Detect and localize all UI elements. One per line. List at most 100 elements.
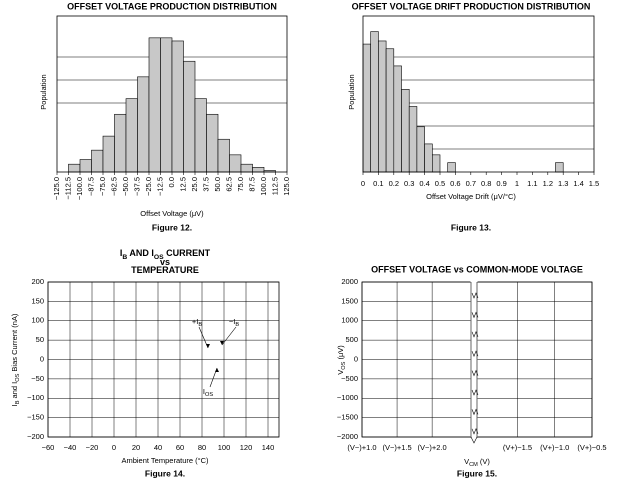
annotation-arrow bbox=[221, 326, 237, 346]
bar bbox=[240, 163, 253, 173]
break-mark bbox=[470, 436, 478, 444]
bar bbox=[385, 48, 395, 173]
bar bbox=[378, 40, 387, 173]
x-tick-label: −125.0 bbox=[52, 177, 61, 200]
chart-title-part: TEMPERATURE bbox=[131, 265, 199, 275]
figure-caption: Figure 12. bbox=[152, 222, 192, 232]
x-tick-label: 1.3 bbox=[558, 179, 568, 188]
bar bbox=[408, 106, 418, 173]
y-tick-label: −2000 bbox=[337, 432, 358, 441]
plot-frame bbox=[56, 15, 288, 173]
plot-frame bbox=[47, 281, 280, 438]
chart-title: vs bbox=[160, 257, 170, 267]
x-axis-label-part: (V) bbox=[478, 457, 491, 466]
x-tick-label: −100.0 bbox=[75, 177, 84, 200]
chart-title-part: CURRENT bbox=[164, 248, 211, 258]
y-axis-label-part: (μV) bbox=[336, 345, 345, 362]
x-axis-label: Offset Voltage (μV) bbox=[140, 209, 204, 218]
bar bbox=[171, 40, 184, 173]
y-tick-label: −50 bbox=[31, 374, 44, 383]
x-tick-label: 80 bbox=[198, 443, 206, 452]
x-tick-label: 0 bbox=[361, 179, 365, 188]
x-tick-label: −60 bbox=[42, 443, 55, 452]
bar bbox=[229, 154, 242, 173]
chart-title: OFFSET VOLTAGE PRODUCTION DISTRIBUTION bbox=[67, 1, 277, 11]
x-tick-label: 1.4 bbox=[573, 179, 583, 188]
axis-break bbox=[470, 281, 478, 448]
y-axis-label: Population bbox=[347, 74, 356, 109]
y-tick-label: 2000 bbox=[341, 277, 358, 286]
x-axis-label: Offset Voltage Drift (μV/°C) bbox=[426, 192, 516, 201]
bar bbox=[148, 37, 161, 173]
x-tick-label: 1.1 bbox=[527, 179, 537, 188]
y-axis-label-part: I bbox=[10, 404, 19, 406]
x-tick-label: 25.0 bbox=[190, 177, 199, 192]
x-tick-label: 100 bbox=[218, 443, 231, 452]
annotation-part: B bbox=[235, 322, 239, 328]
bar bbox=[370, 31, 379, 173]
x-tick-label: 0.9 bbox=[496, 179, 506, 188]
x-tick-label: 0.8 bbox=[481, 179, 491, 188]
x-tick-label: 100.0 bbox=[259, 177, 268, 196]
x-tick-label: 120 bbox=[240, 443, 253, 452]
x-tick-label: −112.5 bbox=[63, 177, 72, 200]
figure-caption: Figure 15. bbox=[457, 468, 497, 478]
x-tick-label: −12.5 bbox=[155, 177, 164, 196]
bar bbox=[114, 113, 127, 173]
x-tick-label: 0.2 bbox=[389, 179, 399, 188]
bar bbox=[206, 113, 219, 173]
break-mark bbox=[471, 408, 479, 416]
bar bbox=[160, 37, 173, 173]
x-tick-label: 112.5 bbox=[270, 177, 279, 195]
arrow-head bbox=[206, 344, 210, 348]
figure-caption: Figure 14. bbox=[145, 468, 185, 478]
break-mark bbox=[471, 311, 479, 319]
x-tick-label: 87.5 bbox=[247, 177, 256, 192]
y-tick-label: 50 bbox=[36, 335, 44, 344]
x-tick-label: 0 bbox=[112, 443, 116, 452]
bar bbox=[393, 65, 402, 173]
x-axis-label: VCM (V) bbox=[464, 457, 490, 469]
y-axis-label-part: Bias Current (nA) bbox=[10, 313, 19, 374]
y-axis-label: VOS (μV) bbox=[336, 345, 348, 375]
chart-title-part: OS bbox=[154, 254, 164, 261]
chart-title-part: AND I bbox=[127, 248, 154, 258]
y-tick-label: −150 bbox=[27, 413, 44, 422]
break-mark bbox=[471, 292, 479, 299]
x-tick-label: 37.5 bbox=[201, 177, 210, 192]
y-tick-label: −1000 bbox=[337, 393, 358, 402]
x-tick-label: −62.5 bbox=[109, 177, 118, 196]
x-tick-label: −37.5 bbox=[132, 177, 141, 196]
arrow-head bbox=[220, 341, 224, 345]
x-tick-label: 50.0 bbox=[213, 177, 222, 192]
chart-title: OFFSET VOLTAGE vs COMMON-MODE VOLTAGE bbox=[371, 264, 583, 274]
x-tick-label: 60 bbox=[176, 443, 184, 452]
bar bbox=[137, 76, 150, 173]
x-tick-label: 0.5 bbox=[435, 179, 445, 188]
bar bbox=[91, 149, 104, 173]
x-tick-label: 0.7 bbox=[466, 179, 476, 188]
x-tick-label: −87.5 bbox=[86, 177, 95, 196]
break-mark bbox=[471, 389, 479, 396]
y-tick-label: 150 bbox=[31, 296, 44, 305]
bar bbox=[125, 98, 138, 173]
chart-title-part: vs bbox=[160, 257, 170, 267]
x-tick-label: −25.0 bbox=[144, 177, 153, 196]
y-axis-label-part: OS bbox=[341, 361, 347, 369]
x-tick-label: 1.5 bbox=[589, 179, 599, 188]
y-axis-label-part: OS bbox=[15, 373, 21, 381]
x-tick-label: (V+)−0.5 bbox=[577, 443, 606, 452]
annotation-part: +I bbox=[192, 317, 198, 326]
y-axis-label: Population bbox=[39, 74, 48, 109]
bar bbox=[194, 98, 207, 173]
x-tick-label: 0.0 bbox=[167, 177, 176, 187]
bar bbox=[217, 138, 230, 173]
x-axis-label-part: CM bbox=[469, 462, 478, 468]
annotation-part: B bbox=[198, 322, 202, 328]
chart-title-part: I bbox=[120, 248, 123, 258]
chart-title: TEMPERATURE bbox=[131, 265, 199, 275]
annotation: +IB bbox=[192, 317, 202, 329]
x-tick-label: (V−)+2.0 bbox=[418, 443, 447, 452]
y-tick-label: 200 bbox=[31, 277, 44, 286]
